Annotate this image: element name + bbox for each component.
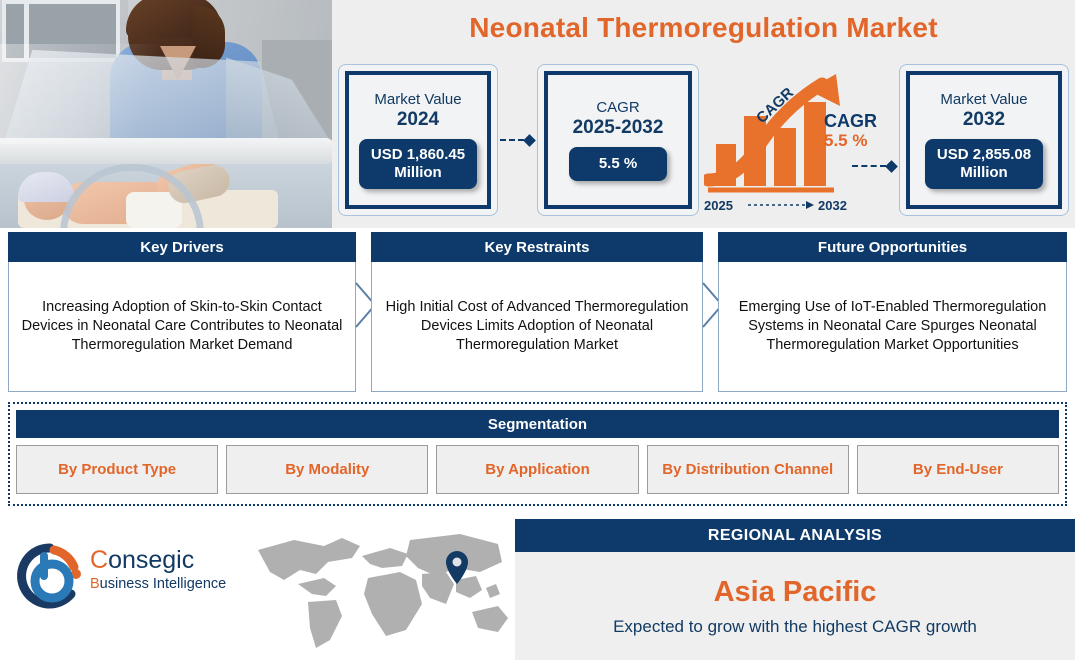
segment-chip-modality[interactable]: By Modality (226, 445, 429, 494)
photo-baby-cap (18, 172, 74, 202)
panel-key-drivers: Key Drivers Increasing Adoption of Skin-… (8, 232, 356, 392)
hero-photo (0, 0, 332, 228)
brand-tagline-rest: usiness Intelligence (99, 576, 227, 592)
panel-body: Emerging Use of IoT-Enabled Thermoregula… (718, 262, 1067, 392)
location-pin-icon (446, 551, 468, 584)
segment-chip-application[interactable]: By Application (436, 445, 639, 494)
panel-heading: Future Opportunities (718, 232, 1067, 262)
brand-logo: Consegic Business Intelligence (14, 540, 244, 620)
cagr-callout: CAGR 5.5 % (824, 112, 894, 150)
map-landmass (258, 534, 508, 648)
kpi-unit: Million (960, 163, 1008, 181)
segment-chip-distribution-channel[interactable]: By Distribution Channel (646, 445, 849, 494)
cagr-callout-title: CAGR (824, 111, 877, 131)
regional-analysis-card: REGIONAL ANALYSIS Asia Pacific Expected … (515, 519, 1075, 660)
kpi-label: Market Value (374, 91, 462, 109)
chart-bar-3 (774, 128, 796, 186)
panel-key-restraints: Key Restraints High Initial Cost of Adva… (371, 232, 703, 392)
segment-chip-product-type[interactable]: By Product Type (16, 445, 219, 494)
kpi-value: 5.5 % (598, 154, 638, 172)
chart-trend-curve (701, 77, 829, 187)
brand-name-initial: C (90, 546, 109, 574)
panel-heading: Key Restraints (371, 232, 703, 262)
segmentation-block: Segmentation By Product Type By Modality… (8, 402, 1067, 506)
kpi-value-pill: USD 1,860.45 Million (358, 138, 478, 189)
connector-diamond (523, 133, 536, 147)
kpi-card-market-value-2024: Market Value 2024 USD 1,860.45 Million (338, 64, 498, 216)
kpi-value-pill: 5.5 % (568, 146, 668, 181)
world-map (250, 528, 515, 656)
kpi-card-cagr: CAGR 2025-2032 5.5 % (537, 64, 699, 216)
kpi-value: USD 1,860.45 (370, 145, 466, 163)
brand-name: Consegic (90, 548, 226, 573)
kpi-label: CAGR (596, 99, 640, 117)
kpi-value: USD 2,855.08 (936, 145, 1032, 163)
chart-arrow-head (808, 74, 840, 106)
kpi-card-market-value-2032: Market Value 2032 USD 2,855.08 Million (899, 64, 1069, 216)
kpi-year: 2025-2032 (572, 116, 664, 138)
cagr-growth-chart-icon: CAGR 2025 2032 (701, 72, 854, 216)
kpi-unit: Million (394, 163, 442, 181)
segmentation-heading: Segmentation (16, 410, 1059, 438)
brand-name-rest: onsegic (108, 546, 195, 574)
page-title: Neonatal Thermoregulation Market (469, 12, 938, 43)
photo-incubator-rail (0, 138, 332, 164)
cagr-callout-rate: 5.5 % (824, 130, 868, 150)
connector-1 (500, 133, 536, 147)
connector-dash (500, 139, 524, 141)
top-band: Neonatal Thermoregulation Market Market … (0, 0, 1075, 228)
kpi-year: 2024 (396, 108, 440, 130)
panel-body: High Initial Cost of Advanced Thermoregu… (371, 262, 703, 392)
connector-2 (852, 159, 898, 173)
regional-analysis-heading: REGIONAL ANALYSIS (515, 519, 1075, 552)
connector-dash (852, 165, 886, 167)
brand-wordmark: Consegic Business Intelligence (90, 548, 226, 596)
segmentation-chip-row: By Product Type By Modality By Applicati… (16, 445, 1060, 494)
chart-axis-arrow (806, 201, 814, 209)
chart-axis-start: 2025 (704, 198, 733, 213)
panel-body: Increasing Adoption of Skin-to-Skin Cont… (8, 262, 356, 392)
brand-tagline-initial: B (90, 576, 100, 592)
panel-heading: Key Drivers (8, 232, 356, 262)
chart-axis-end: 2032 (818, 198, 847, 213)
brand-tagline: Business Intelligence (90, 573, 226, 596)
photo-nurse-hair-side (193, 6, 225, 68)
chart-bar-4 (804, 102, 826, 186)
segment-chip-end-user[interactable]: By End-User (856, 445, 1060, 494)
panel-future-opportunities: Future Opportunities Emerging Use of IoT… (718, 232, 1067, 392)
regional-analysis-note: Expected to grow with the highest CAGR g… (613, 617, 977, 636)
kpi-year: 2032 (962, 108, 1006, 130)
connector-diamond (885, 159, 898, 173)
photo-glare (0, 44, 332, 144)
kpi-value-pill: USD 2,855.08 Million (924, 138, 1044, 189)
consegic-logo-icon (17, 543, 81, 609)
kpi-label: Market Value (940, 91, 1028, 109)
regional-analysis-region: Asia Pacific (713, 576, 877, 608)
